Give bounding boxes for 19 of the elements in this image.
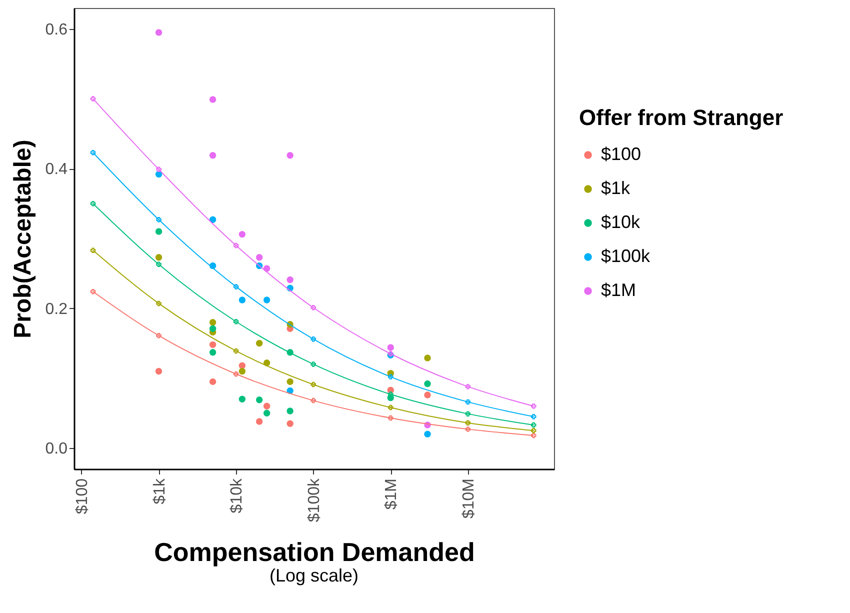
y-tick-label: 0.6	[45, 21, 68, 38]
text: (Log scale)	[269, 566, 359, 586]
legend-title: Offer from Stranger	[579, 105, 784, 130]
y-axis-title: Prob(Acceptable)	[9, 140, 36, 338]
x-axis-title: Compensation Demanded	[154, 537, 475, 568]
legend-label: $1k	[601, 178, 632, 198]
y-tick-label: 0.4	[45, 161, 68, 178]
y-tick-label: 0.2	[45, 300, 68, 318]
legend-label: $10k	[601, 212, 642, 232]
legend-label: $100	[601, 144, 642, 164]
y-tick-label: 0.0	[45, 440, 68, 458]
x-tick-label: $10k	[228, 478, 246, 514]
legend-label: $100k	[601, 246, 652, 266]
x-tick-label: $1k	[151, 478, 168, 504]
x-tick-label: $1M	[383, 478, 400, 510]
x-tick-label: $100k	[306, 478, 323, 522]
legend-label: $1M	[601, 280, 636, 300]
x-tick-label: $10M	[460, 478, 478, 519]
x-tick-label: $100	[74, 478, 91, 514]
